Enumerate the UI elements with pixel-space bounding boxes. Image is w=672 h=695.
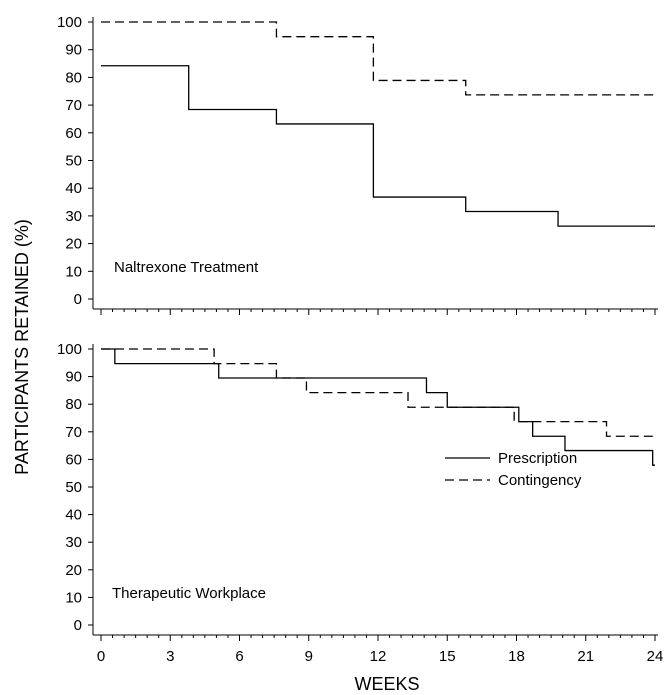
panel-workplace-label: Therapeutic Workplace bbox=[112, 585, 266, 602]
x-tick-label: 3 bbox=[166, 648, 174, 665]
x-tick-label: 9 bbox=[305, 648, 313, 665]
x-tick-label: 24 bbox=[647, 648, 664, 665]
y-tick-label: 0 bbox=[74, 617, 82, 634]
y-tick-label: 30 bbox=[65, 534, 82, 551]
x-tick-label: 15 bbox=[439, 648, 456, 665]
legend: Prescription Contingency bbox=[445, 450, 582, 489]
panel-workplace-series bbox=[101, 348, 655, 466]
legend-contingency-label: Contingency bbox=[498, 472, 582, 489]
panel-naltrexone-axes: 0 10 20 30 40 50 60 70 80 90 100 bbox=[57, 14, 658, 315]
panel-naltrexone-label: Naltrexone Treatment bbox=[114, 259, 259, 276]
x-tick-label: 12 bbox=[370, 648, 387, 665]
series-line-contingency bbox=[101, 348, 655, 437]
y-tick-label: 50 bbox=[65, 479, 82, 496]
x-tick-label: 18 bbox=[508, 648, 525, 665]
y-tick-label: 100 bbox=[57, 341, 82, 358]
y-tick-label: 30 bbox=[65, 208, 82, 225]
x-tick-label: 0 bbox=[97, 648, 105, 665]
panel-naltrexone-series bbox=[101, 21, 655, 227]
y-tick-label: 40 bbox=[65, 507, 82, 524]
y-tick-label: 70 bbox=[65, 424, 82, 441]
y-tick-label: 60 bbox=[65, 125, 82, 142]
legend-prescription-label: Prescription bbox=[498, 450, 577, 467]
y-tick-label: 80 bbox=[65, 69, 82, 86]
y-tick-label: 20 bbox=[65, 236, 82, 253]
panel-workplace-axes: 0 10 20 30 40 50 60 70 80 90 100 0 3 6 9 12 15 18 21 24 bbox=[57, 341, 663, 665]
x-axis-title: WEEKS bbox=[354, 674, 419, 694]
panel-therapeutic-workplace: 0 10 20 30 40 50 60 70 80 90 100 0 3 6 9 12 15 18 21 24 The… bbox=[57, 341, 663, 665]
y-tick-label: 100 bbox=[57, 14, 82, 31]
y-tick-label: 80 bbox=[65, 396, 82, 413]
y-tick-label: 10 bbox=[65, 589, 82, 606]
series-line-prescription bbox=[101, 348, 655, 466]
y-tick-label: 40 bbox=[65, 180, 82, 197]
series-line-contingency bbox=[101, 21, 655, 96]
x-tick-label: 21 bbox=[577, 648, 594, 665]
y-tick-label: 0 bbox=[74, 291, 82, 308]
series-line-prescription bbox=[101, 65, 655, 227]
y-tick-label: 90 bbox=[65, 369, 82, 386]
y-tick-label: 50 bbox=[65, 153, 82, 170]
y-tick-label: 10 bbox=[65, 263, 82, 280]
y-tick-label: 60 bbox=[65, 451, 82, 468]
y-tick-label: 20 bbox=[65, 562, 82, 579]
y-tick-label: 90 bbox=[65, 42, 82, 59]
y-tick-label: 70 bbox=[65, 97, 82, 114]
panel-naltrexone: 0 10 20 30 40 50 60 70 80 90 100 Naltrexone Treatm… bbox=[57, 14, 658, 315]
x-tick-label: 6 bbox=[235, 648, 243, 665]
y-axis-title: PARTICIPANTS RETAINED (%) bbox=[12, 219, 32, 475]
